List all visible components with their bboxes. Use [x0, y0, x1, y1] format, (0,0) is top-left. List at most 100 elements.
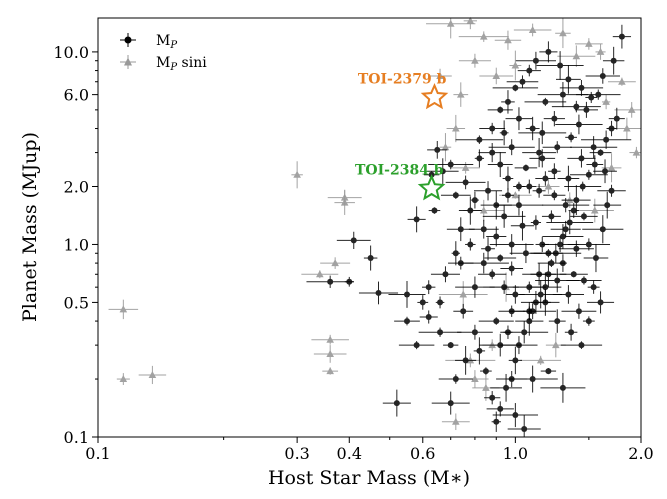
- y-tick-label: 2.0: [64, 177, 89, 196]
- mp-point: [479, 122, 506, 135]
- mp-point: [522, 302, 536, 321]
- mp-point: [514, 164, 538, 172]
- mp-sini-point: [629, 146, 641, 159]
- mp-point: [517, 64, 541, 77]
- mp-point: [567, 149, 596, 168]
- mp-point: [558, 240, 594, 257]
- mp-point: [453, 303, 474, 319]
- mp-point: [419, 310, 438, 324]
- mp-point: [510, 211, 535, 241]
- mp-point: [426, 158, 459, 185]
- highlight-label: TOI-2384 b: [355, 163, 444, 179]
- mp-point: [582, 316, 595, 326]
- mp-point: [480, 190, 512, 220]
- mp-point: [512, 281, 546, 293]
- mp-sini-point: [441, 413, 470, 431]
- mp-point: [529, 149, 556, 168]
- mp-point: [486, 401, 514, 417]
- mp-point: [564, 181, 602, 192]
- mp-point: [585, 91, 598, 103]
- mp-point: [499, 120, 509, 146]
- mp-point: [543, 111, 565, 127]
- mp-point: [363, 245, 378, 271]
- mp-point: [445, 175, 486, 190]
- mp-point: [540, 368, 557, 375]
- mp-point: [455, 135, 504, 144]
- mp-point: [398, 341, 435, 350]
- mp-sini-point: [311, 334, 349, 345]
- mp-sini-point: [320, 257, 351, 269]
- mp-sini-point: [509, 50, 522, 81]
- mp-sini-point: [138, 365, 167, 385]
- mp-point: [548, 163, 561, 180]
- mp-sini-point: [614, 102, 641, 118]
- mp-sini-point: [116, 373, 130, 385]
- mp-point: [382, 389, 411, 417]
- highlight-label: TOI-2379 b: [358, 71, 447, 87]
- y-tick-label: 6.0: [64, 86, 89, 105]
- mp-point: [569, 169, 608, 180]
- mp-point: [535, 171, 556, 186]
- legend-label: MP: [156, 33, 177, 51]
- mp-point: [593, 159, 617, 184]
- mp-sini-point: [439, 133, 452, 162]
- mp-point: [473, 181, 503, 201]
- mp-point: [451, 241, 461, 266]
- mp-sini-point: [595, 43, 606, 60]
- mp-point: [585, 68, 620, 84]
- mp-point: [546, 210, 594, 235]
- mp-point: [518, 121, 567, 145]
- mp-point: [501, 90, 515, 114]
- y-tick-label: 1.0: [64, 235, 89, 254]
- y-axis-label: Planet Mass (MJup): [19, 132, 41, 322]
- mp-point: [525, 116, 540, 141]
- mp-point: [494, 194, 544, 216]
- mp-sini-point: [463, 16, 477, 30]
- mp-point: [455, 345, 477, 375]
- highlight-toi-2384-b: TOI-2384 b: [355, 163, 446, 201]
- star-marker: [420, 82, 449, 110]
- mp-sini-point: [458, 31, 509, 42]
- mp-sini-point: [322, 367, 339, 375]
- legend-entry: MP sini: [120, 55, 207, 73]
- mp-sini-point: [520, 355, 562, 365]
- mp-point: [583, 243, 609, 273]
- mp-point: [537, 82, 589, 108]
- mp-point: [407, 206, 426, 233]
- x-tick-label: 0.1: [85, 444, 110, 463]
- mp-sini-point: [446, 114, 466, 143]
- y-axis-ticks: 0.1 0.5 1.0 2.0 6.0 10.0: [53, 43, 98, 447]
- mp-point: [559, 79, 604, 96]
- mp-point: [602, 46, 625, 75]
- x-tick-label: 0.6: [410, 444, 435, 463]
- mp-point: [593, 191, 622, 219]
- mp-point: [443, 342, 459, 349]
- mp-point: [522, 138, 557, 168]
- mp-sini-point: [479, 67, 514, 85]
- mp-point: [430, 266, 460, 283]
- mp-sini-point: [313, 345, 347, 363]
- mp-point: [427, 140, 448, 159]
- mp-sini-point: [108, 299, 139, 320]
- mp-point: [530, 215, 542, 230]
- mp-point: [478, 142, 506, 163]
- x-tick-label: 0.3: [284, 444, 309, 463]
- mp-point: [474, 149, 485, 168]
- mp-sini-point: [453, 82, 469, 107]
- mp-point: [422, 280, 436, 295]
- mp-sini-point: [291, 161, 303, 189]
- mp-sini-point: [438, 281, 488, 308]
- mp-point: [428, 207, 441, 214]
- mp-point: [489, 234, 534, 255]
- mp-point: [541, 210, 561, 223]
- mp-point: [481, 237, 495, 261]
- mp-point: [508, 346, 523, 375]
- mp-point: [492, 84, 539, 92]
- x-axis-label: Host Star Mass (M∗): [268, 467, 470, 489]
- mp-point: [336, 231, 371, 250]
- mp-point: [535, 236, 549, 253]
- mp-point: [561, 303, 597, 319]
- mp-point: [344, 276, 354, 287]
- mp-point: [564, 323, 578, 341]
